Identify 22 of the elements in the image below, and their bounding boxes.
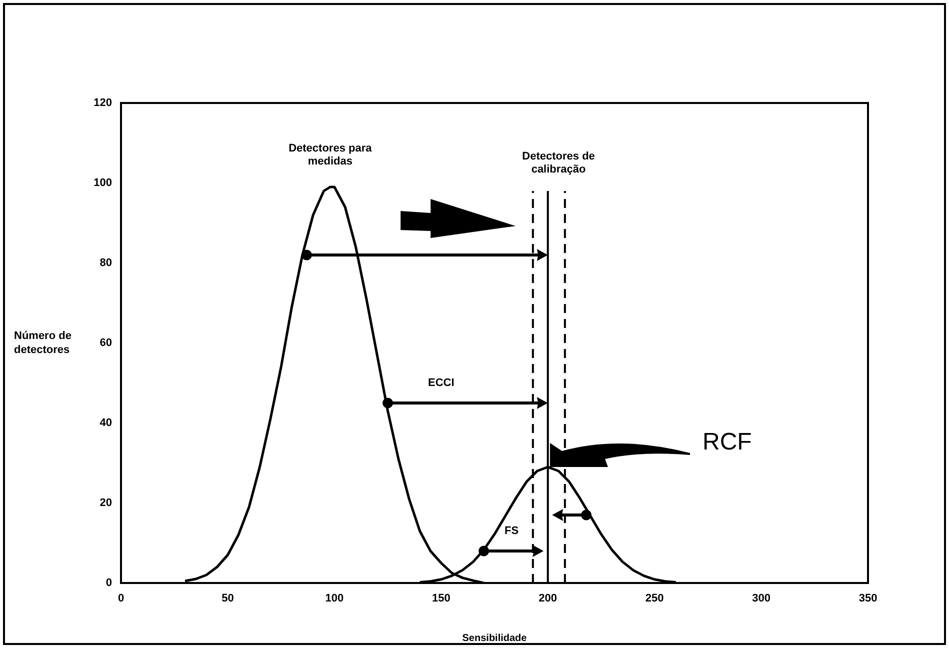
y-tick-label: 0: [106, 577, 112, 590]
annotation: ECCI: [428, 377, 454, 390]
y-tick-label: 20: [100, 497, 112, 510]
annotation: Detectores de calibração: [522, 150, 595, 176]
x-tick-label: 50: [222, 592, 234, 605]
annotation: RCF: [702, 428, 752, 456]
x-tick-label: 150: [432, 592, 450, 605]
x-axis-title: Sensibilidade: [462, 632, 528, 644]
x-tick-label: 100: [325, 592, 344, 605]
y-tick-label: 40: [100, 417, 112, 430]
y-tick-label: 60: [100, 337, 112, 350]
x-tick-label: 350: [858, 592, 878, 605]
annotation: Detectores para medidas: [288, 142, 373, 168]
x-tick-label: 0: [118, 592, 124, 605]
y-tick-label: 100: [94, 177, 112, 190]
y-axis-title: Número de detectores: [14, 329, 72, 357]
annotation: FS: [504, 525, 519, 538]
y-tick-label: 80: [100, 257, 112, 270]
x-tick-label: 300: [752, 592, 770, 605]
y-tick-label: 120: [94, 97, 112, 110]
x-tick-label: 200: [538, 592, 558, 605]
x-tick-label: 250: [645, 592, 664, 605]
